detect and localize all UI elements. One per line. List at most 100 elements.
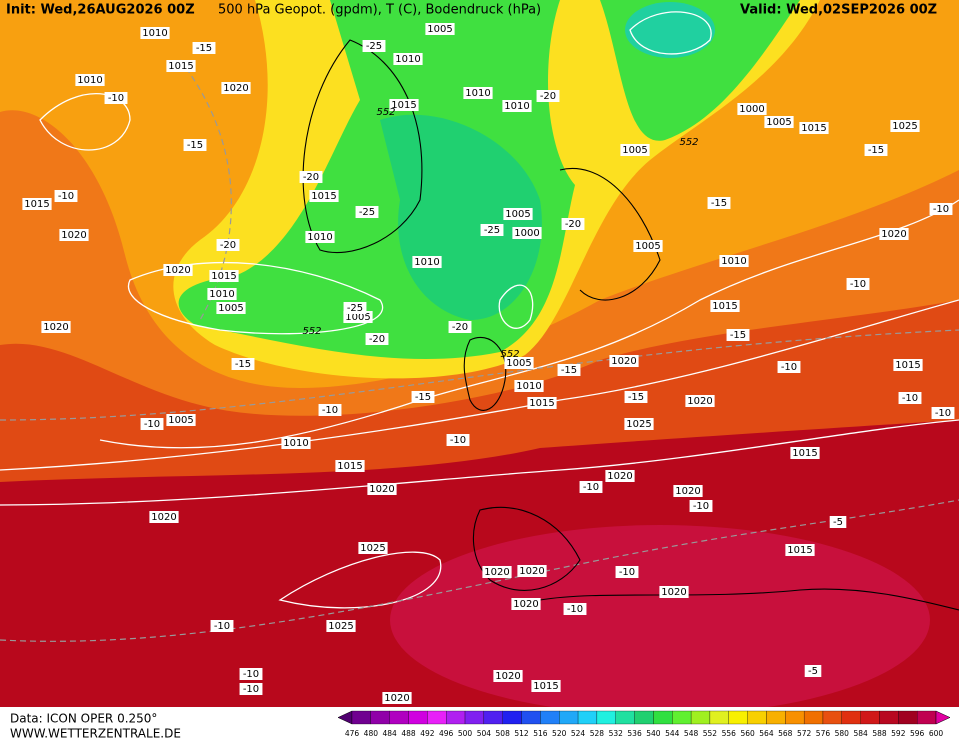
colorbar-swatch <box>634 710 654 725</box>
temperature-label: -25 <box>347 303 363 314</box>
isobar-label: 1020 <box>611 356 636 367</box>
colorbar-swatch <box>766 710 786 725</box>
height-label: 552 <box>302 326 321 337</box>
colorbar-swatch <box>502 710 522 725</box>
isobar-label: 1015 <box>168 61 193 72</box>
temperature-label: -20 <box>452 322 468 333</box>
isobar-label: 1010 <box>414 257 439 268</box>
label-box <box>221 82 251 94</box>
isobar <box>0 419 959 506</box>
label-box <box>309 190 339 202</box>
isobar-label: 1010 <box>504 101 529 112</box>
temperature-label: -10 <box>583 482 599 493</box>
isobar-label: 1015 <box>24 199 49 210</box>
isobar-label: 1010 <box>465 88 490 99</box>
temperature-label: -10 <box>108 93 124 104</box>
temperature-label: -25 <box>359 207 375 218</box>
colorbar-swatch <box>559 710 579 725</box>
temperature-label: -10 <box>243 669 259 680</box>
label-box <box>412 256 442 268</box>
isobar-label: 1020 <box>369 484 394 495</box>
label-box <box>673 485 703 497</box>
temperature-label: -10 <box>933 204 949 215</box>
colorbar-swatch <box>464 710 485 725</box>
label-box <box>707 197 731 209</box>
label-box <box>514 380 544 392</box>
label-box <box>192 42 216 54</box>
label-box <box>710 300 740 312</box>
label-box <box>239 668 263 680</box>
temperature-label: -15 <box>561 365 577 376</box>
label-box <box>764 116 794 128</box>
label-box <box>389 99 419 111</box>
colorbar-label: 560 <box>740 729 755 738</box>
isobar-label: 1005 <box>505 209 530 220</box>
colorbar-swatch <box>879 710 899 725</box>
colorbar-swatch <box>370 710 390 725</box>
temperature-label: -10 <box>781 362 797 373</box>
colorbar-label: 552 <box>703 729 718 738</box>
label-box <box>579 481 603 493</box>
height-label: 552 <box>500 349 519 360</box>
temperature-label: -20 <box>220 240 236 251</box>
isobar <box>629 11 712 55</box>
label-box <box>536 90 560 102</box>
temperature-label: -25 <box>484 225 500 236</box>
isobar-label: 1020 <box>519 566 544 577</box>
label-box <box>216 302 246 314</box>
colorbar-swatch <box>709 710 729 725</box>
label-box <box>207 288 237 300</box>
colorbar-swatch <box>785 710 805 725</box>
label-box <box>166 60 196 72</box>
temperature-label: -10 <box>243 684 259 695</box>
temperature-label: -10 <box>322 405 338 416</box>
colorbar-label: 548 <box>684 729 699 738</box>
isobar-label: 1010 <box>395 54 420 65</box>
isobar-label: 1015 <box>801 123 826 134</box>
isobar-label: 1015 <box>895 360 920 371</box>
colorbar-swatch <box>408 710 428 725</box>
label-box <box>149 511 179 523</box>
isobar-label: 1010 <box>142 28 167 39</box>
colorbar-label: 532 <box>609 729 624 738</box>
label-box <box>517 565 547 577</box>
valid-time: Valid: Wed,02SEP2026 00Z <box>740 3 937 18</box>
label-box <box>362 40 386 52</box>
isobar-label: 1025 <box>328 621 353 632</box>
colorbar-swatch <box>389 710 409 725</box>
label-box <box>512 227 542 239</box>
label-box <box>561 218 585 230</box>
height-label: 552 <box>376 107 395 118</box>
temperature-label: -10 <box>144 419 160 430</box>
label-box <box>620 144 650 156</box>
colorbar-label: 492 <box>420 729 435 738</box>
colorbar-swatch <box>898 710 918 725</box>
init-time: Init: Wed,26AUG2026 00Z <box>6 3 195 18</box>
label-box <box>557 364 581 376</box>
colorbar-label: 500 <box>458 729 473 738</box>
label-box <box>140 27 170 39</box>
label-box <box>281 437 311 449</box>
isobar-label: 1020 <box>513 599 538 610</box>
isobar-label: 1020 <box>484 567 509 578</box>
isobar-label: 1015 <box>792 448 817 459</box>
label-box <box>140 418 164 430</box>
label-box <box>685 395 715 407</box>
temperature-label: -20 <box>565 219 581 230</box>
isobar-label: 1015 <box>787 545 812 556</box>
colorbar-label: 592 <box>891 729 906 738</box>
label-box <box>504 357 534 369</box>
colorbar-label: 544 <box>665 729 680 738</box>
temperature-label: -10 <box>693 501 709 512</box>
label-box <box>493 670 523 682</box>
colorbar-swatch <box>690 710 711 725</box>
colorbar-swatch <box>917 710 937 725</box>
colorbar-label: 588 <box>872 729 887 738</box>
label-box <box>929 203 953 215</box>
label-box <box>239 683 263 695</box>
label-box <box>335 460 365 472</box>
isobar-label: 1005 <box>427 24 452 35</box>
isobar-label: 1005 <box>622 145 647 156</box>
temperature-label: -10 <box>58 191 74 202</box>
